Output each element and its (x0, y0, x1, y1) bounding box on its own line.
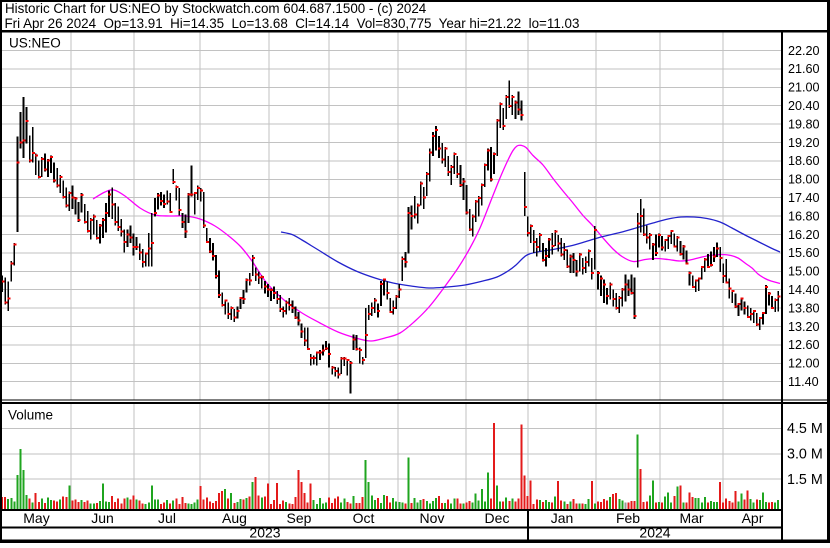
svg-text:19.80: 19.80 (788, 117, 820, 131)
svg-text:Jul: Jul (158, 510, 176, 526)
svg-text:17.40: 17.40 (788, 191, 820, 205)
svg-text:US:NEO: US:NEO (9, 36, 61, 51)
svg-text:20.40: 20.40 (788, 99, 820, 113)
svg-text:Apr: Apr (742, 510, 764, 526)
svg-text:21.60: 21.60 (788, 62, 820, 76)
svg-text:Oct: Oct (353, 510, 375, 526)
svg-text:2023: 2023 (249, 525, 280, 541)
svg-text:Volume: Volume (8, 408, 53, 423)
svg-text:3.0 M: 3.0 M (787, 447, 823, 463)
svg-text:Historic Chart for US:NEO by S: Historic Chart for US:NEO by Stockwatch.… (5, 1, 427, 16)
svg-text:11.40: 11.40 (788, 375, 819, 389)
svg-text:Aug: Aug (222, 510, 247, 526)
svg-text:14.40: 14.40 (788, 283, 820, 297)
svg-text:18.60: 18.60 (788, 154, 820, 168)
svg-text:May: May (23, 510, 49, 526)
svg-text:21.00: 21.00 (788, 81, 820, 95)
svg-text:13.80: 13.80 (788, 301, 820, 315)
svg-text:12.60: 12.60 (788, 338, 820, 352)
svg-text:Fri Apr 26 2024 Op=13.91 Hi=: Fri Apr 26 2024 Op=13.91 Hi=14.35 Lo=13.… (5, 16, 580, 31)
svg-text:Sep: Sep (287, 510, 312, 526)
svg-text:Nov: Nov (420, 510, 445, 526)
svg-text:2024: 2024 (639, 525, 670, 541)
svg-text:18.00: 18.00 (788, 173, 820, 187)
svg-text:4.5 M: 4.5 M (787, 421, 823, 437)
svg-text:22.20: 22.20 (788, 44, 820, 58)
svg-text:12.00: 12.00 (788, 357, 820, 371)
svg-text:1.5 M: 1.5 M (787, 472, 823, 488)
svg-text:15.60: 15.60 (788, 246, 820, 260)
svg-text:Jun: Jun (91, 510, 114, 526)
svg-text:Jan: Jan (551, 510, 574, 526)
svg-text:Dec: Dec (485, 510, 510, 526)
svg-text:13.20: 13.20 (788, 320, 820, 334)
svg-text:Feb: Feb (616, 510, 640, 526)
svg-text:15.00: 15.00 (788, 265, 820, 279)
svg-text:Mar: Mar (679, 510, 703, 526)
svg-text:19.20: 19.20 (788, 136, 820, 150)
svg-text:16.80: 16.80 (788, 209, 820, 223)
svg-text:16.20: 16.20 (788, 228, 820, 242)
